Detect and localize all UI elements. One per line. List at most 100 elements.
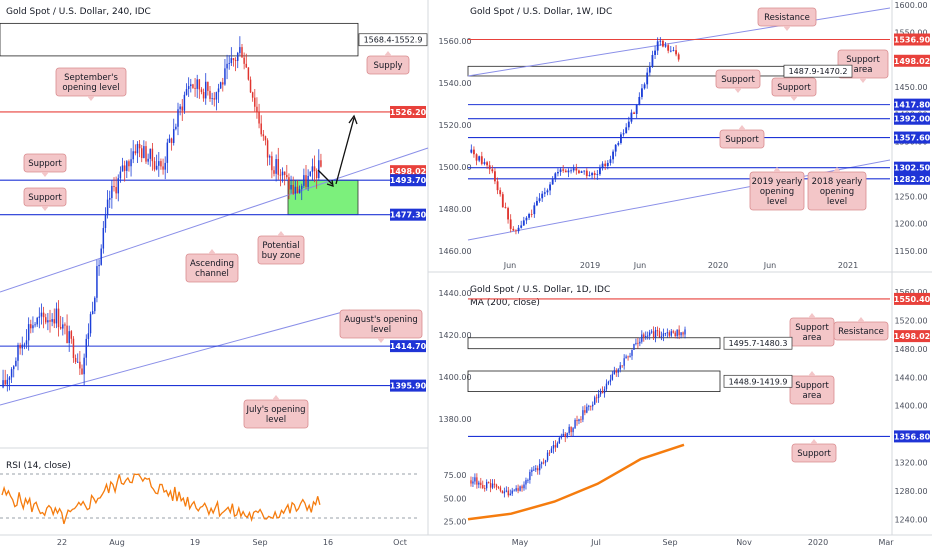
h4-candle	[147, 153, 149, 165]
h4-candle	[166, 138, 169, 174]
d1-candle	[564, 432, 566, 443]
callout-july-opening-text: level	[266, 415, 286, 425]
w1-price-label: 1302.50	[894, 164, 931, 173]
w1-candle-body	[473, 149, 475, 155]
w1-candle	[470, 144, 473, 154]
h4-candle-body	[177, 109, 179, 127]
h4-price-label-bg	[390, 174, 426, 187]
h4-candle-body	[32, 325, 34, 329]
d1-candle	[645, 331, 647, 340]
h4-candle-body	[309, 171, 312, 176]
d1-candle-body	[546, 452, 549, 461]
d1-candle-body	[474, 477, 476, 482]
h4-candle	[6, 374, 9, 392]
d1-callout-support-area-1-text: area	[803, 333, 822, 343]
d1-candle-body	[495, 484, 498, 488]
h4-candle	[273, 166, 275, 177]
d1-candle	[554, 440, 557, 452]
d1-candle-body	[476, 477, 478, 485]
d1-candle	[537, 465, 539, 475]
w1-callout-2018-yearly-text: opening	[820, 187, 854, 197]
d1-candle	[662, 328, 665, 342]
h4-candle	[185, 83, 188, 96]
w1-candle	[494, 168, 496, 185]
w1-candle-body	[591, 173, 593, 176]
d1-candle	[560, 433, 562, 440]
h4-candle-body	[64, 324, 66, 326]
d1-candle	[682, 331, 684, 337]
h4-candle	[151, 142, 154, 171]
h4-candle	[108, 190, 111, 208]
h4-zone-label-bg	[358, 33, 428, 47]
h4-candle	[111, 180, 113, 209]
d1-price-label-bg	[894, 430, 930, 443]
d1-candle-body	[631, 349, 633, 356]
w1-candle	[606, 160, 609, 170]
h4-candle	[311, 158, 314, 181]
h4-candle-body	[262, 134, 265, 137]
h4-title: Gold Spot / U.S. Dollar, 240, IDC	[6, 7, 151, 17]
d1-candle	[478, 480, 480, 489]
w1-candle	[551, 176, 554, 185]
d1-candle	[647, 331, 649, 340]
h4-candle-body	[83, 357, 85, 375]
d1-candle	[584, 405, 586, 416]
d1-x-tick: May	[512, 538, 529, 547]
h4-candle-body	[245, 63, 248, 68]
d1-candle	[542, 458, 545, 465]
h4-candle	[2, 369, 4, 389]
w1-price-label: 1536.90	[894, 36, 931, 45]
d1-candle	[639, 337, 641, 347]
d1-candle-body	[658, 331, 661, 338]
h4-candle	[140, 144, 143, 163]
h4-candle	[121, 157, 124, 172]
h4-y-tick: 1420.00	[438, 331, 471, 340]
h4-zone-label: 1568.4-1552.9	[364, 36, 423, 45]
w1-zone-label-bg	[783, 64, 853, 78]
h4-candle-body	[194, 87, 196, 89]
d1-candle	[601, 386, 604, 394]
w1-candle	[546, 188, 549, 196]
h4-candle-body	[185, 89, 188, 95]
h4-candle-body	[149, 148, 152, 159]
w1-y-tick: 1600.00	[894, 1, 927, 10]
h4-candle-body	[190, 84, 192, 87]
w1-price-label-bg	[894, 98, 930, 111]
h4-candle	[15, 357, 17, 367]
d1-candle	[556, 441, 559, 448]
w1-candle	[570, 168, 572, 174]
h4-candle	[283, 171, 286, 186]
d1-candle-body	[578, 419, 580, 422]
d1-candle	[668, 330, 670, 338]
d1-candle	[531, 467, 533, 477]
d1-candle-body	[558, 437, 561, 444]
d1-candle-body	[574, 419, 576, 429]
d1-candle	[552, 440, 555, 454]
h4-candle	[226, 54, 228, 80]
d1-candle	[643, 332, 645, 342]
h4-candle	[62, 317, 64, 336]
d1-candle	[491, 479, 494, 490]
h4-candle	[36, 316, 38, 327]
d1-ma-label: MA (200, close)	[470, 298, 540, 308]
d1-candle-body	[674, 332, 676, 337]
d1-candle	[607, 380, 610, 386]
w1-candle	[643, 82, 646, 90]
d1-candle-body	[537, 468, 539, 471]
w1-candle-body	[620, 134, 622, 144]
h4-candle-body	[23, 344, 26, 346]
w1-candle	[549, 181, 551, 196]
h4-candle	[85, 334, 88, 366]
h4-candle-body	[94, 297, 96, 312]
d1-y-tick: 1520.00	[894, 317, 927, 326]
d1-candle-body	[560, 435, 562, 438]
w1-candle	[533, 202, 536, 218]
h4-candle	[298, 185, 301, 194]
h4-candle	[155, 154, 158, 171]
w1-price-label: 1282.20	[894, 175, 931, 184]
w1-price-label: 1417.80	[894, 101, 931, 110]
h4-candle	[190, 78, 192, 93]
h4-candle-body	[89, 314, 92, 334]
d1-x-tick: Sep	[662, 538, 677, 547]
h4-candle	[81, 364, 83, 375]
